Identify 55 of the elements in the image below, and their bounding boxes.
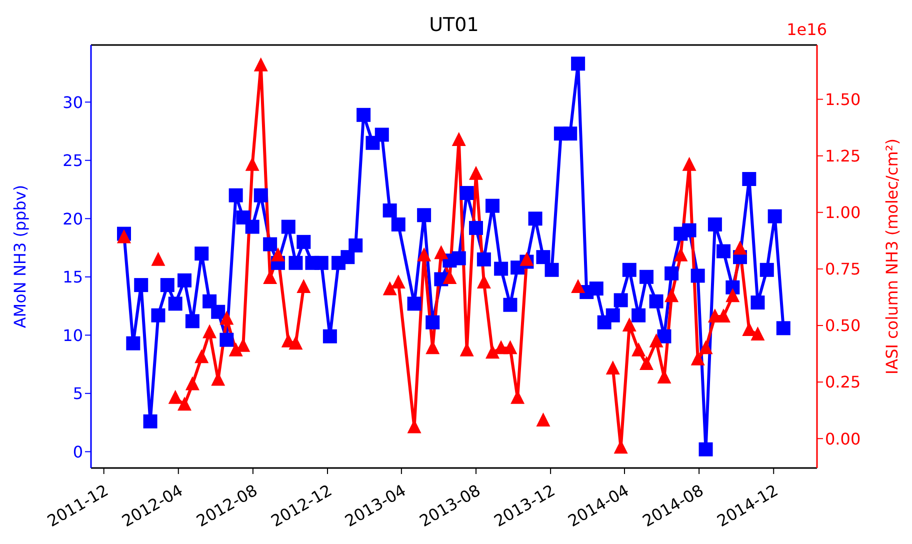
- point: [245, 156, 260, 171]
- point: [726, 288, 740, 302]
- point: [750, 326, 765, 341]
- y2-tick-label: 0.50: [825, 316, 861, 336]
- point: [194, 349, 209, 364]
- point: [288, 336, 303, 350]
- point: [571, 279, 586, 294]
- point: [674, 247, 688, 262]
- point: [382, 281, 397, 296]
- y2-tick-label: 1.25: [825, 146, 861, 166]
- point: [486, 344, 500, 359]
- y2-tick-label: 0.00: [825, 429, 861, 448]
- point: [606, 360, 620, 374]
- point: [434, 245, 448, 260]
- point: [520, 252, 534, 266]
- y2-tick-label: 1.50: [825, 90, 861, 109]
- point: [452, 132, 466, 146]
- y-tick-label: 30: [62, 92, 83, 112]
- point: [664, 288, 679, 302]
- point: [503, 340, 518, 354]
- point: [271, 247, 285, 262]
- y-tick-label: 25: [62, 151, 83, 170]
- point: [632, 342, 646, 356]
- point: [296, 279, 311, 294]
- point: [178, 396, 192, 411]
- point: [202, 324, 217, 338]
- point: [254, 57, 268, 72]
- point: [185, 376, 200, 390]
- point: [733, 240, 747, 255]
- y-tick-label: 20: [62, 209, 83, 228]
- point: [640, 356, 654, 370]
- point: [391, 274, 406, 289]
- point: [476, 274, 491, 289]
- point: [117, 229, 131, 244]
- point: [536, 412, 550, 426]
- y2-tick-label: 1.00: [825, 203, 861, 222]
- chart-title: UT01: [429, 14, 479, 36]
- y-axis-title: AMoN NH3 (ppbv): [10, 184, 30, 328]
- point: [168, 390, 182, 404]
- y-tick-label: 0: [72, 442, 83, 462]
- point: [469, 166, 483, 180]
- point: [417, 247, 432, 262]
- point: [220, 310, 234, 325]
- text: 1e16: [786, 20, 827, 39]
- y2-axis-title: IASI column NH3 (molec/cm²): [882, 138, 902, 375]
- y-tick-label: 5: [72, 384, 83, 404]
- y2-tick-label: 0.25: [825, 372, 861, 392]
- point: [622, 317, 636, 332]
- point: [698, 340, 713, 354]
- point: [682, 156, 696, 171]
- point: [151, 252, 166, 266]
- y2-tick-label: 0.75: [825, 260, 861, 279]
- point: [649, 333, 664, 348]
- y-tick-label: 10: [62, 326, 83, 345]
- y-tick-label: 15: [62, 268, 83, 287]
